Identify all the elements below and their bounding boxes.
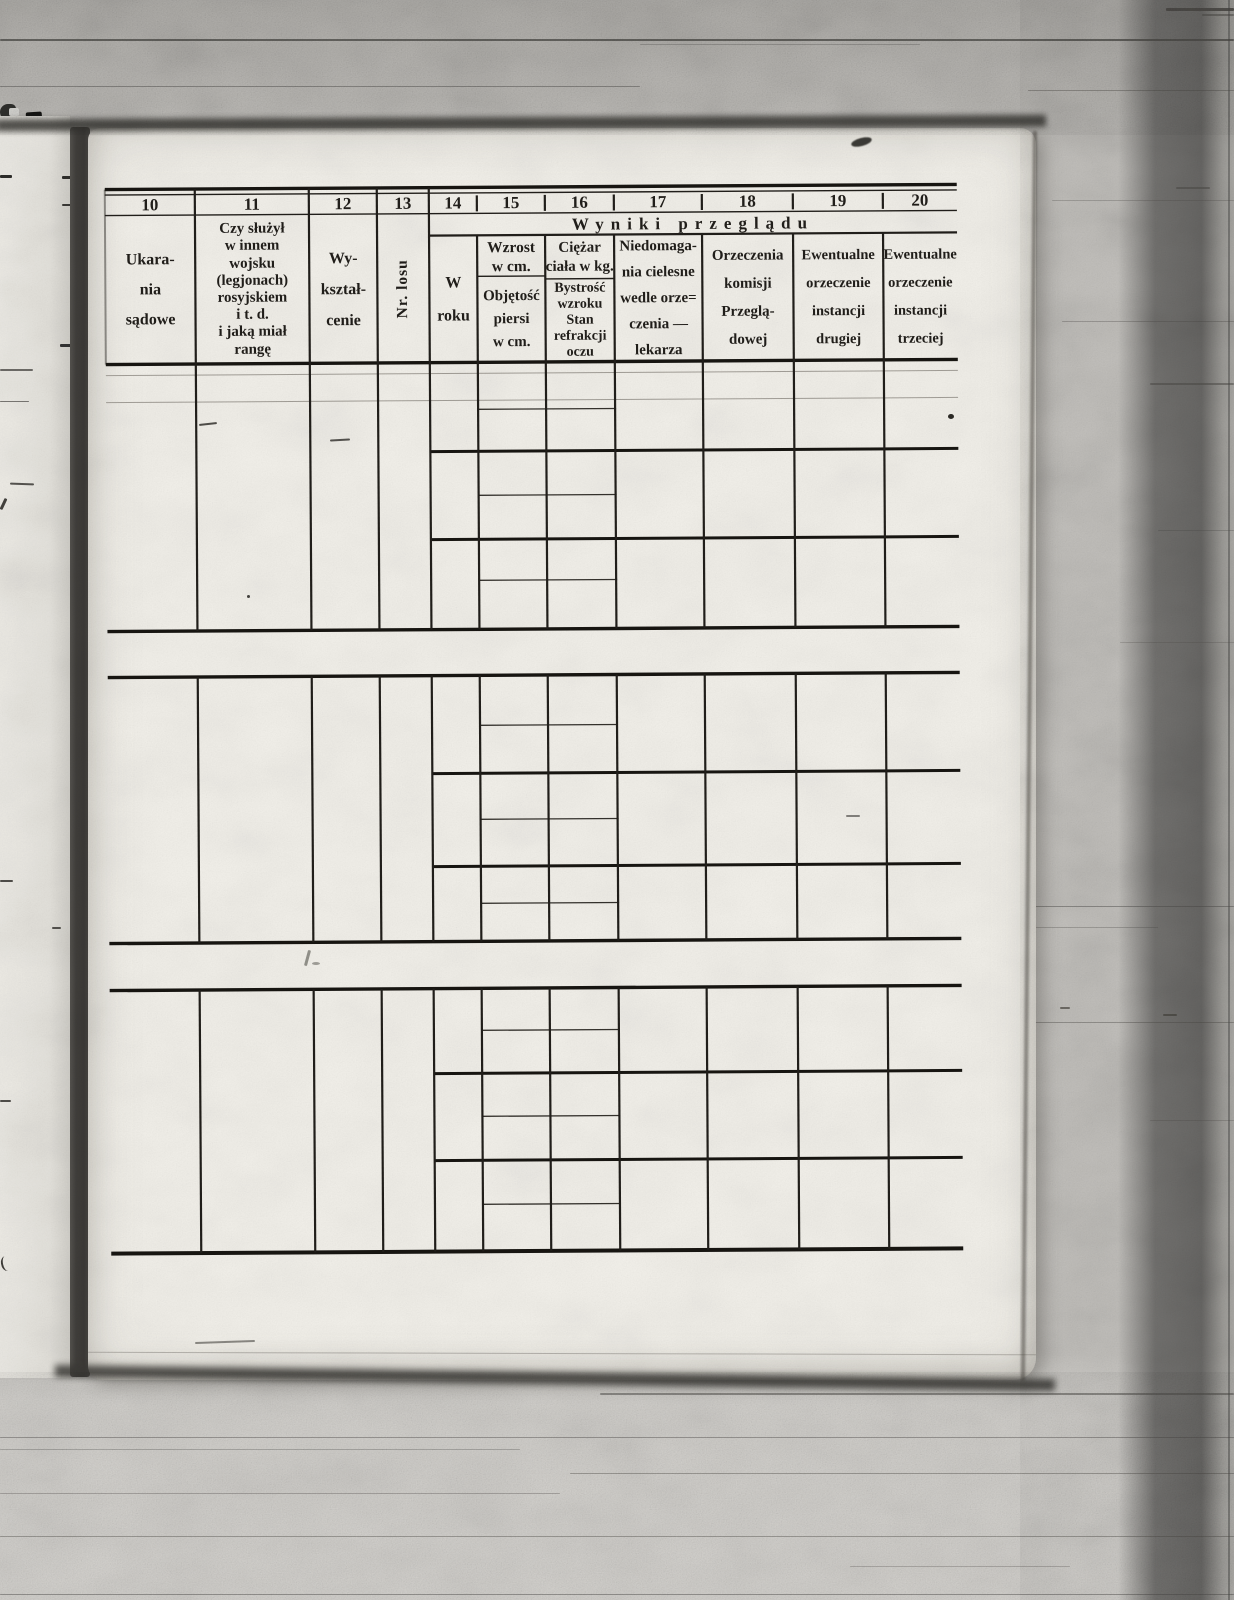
margin-mark [52, 927, 61, 929]
col-18-number: 18 [738, 191, 756, 211]
scratch-line [850, 1566, 1070, 1567]
col-12-header: Wy- kształ- cenie [320, 249, 367, 329]
page-scratch [88, 1351, 1036, 1356]
margin-paren-mark [0, 1255, 14, 1272]
col-11-header: Czy służył w innem wojsku (legjonach) ro… [216, 220, 289, 358]
right-shadow-band [1118, 0, 1234, 1600]
col-10-header: Ukara- nia sądowe [125, 251, 176, 329]
scratch-line [1120, 642, 1234, 643]
col-17-header: Niedomaga- nia cielesne wedle orze= czen… [619, 237, 697, 359]
scratch-line [1018, 927, 1158, 928]
scratch-line [0, 1493, 560, 1494]
col-14-number: 14 [444, 192, 462, 213]
col-13-number: 13 [394, 193, 412, 213]
margin-mark [0, 401, 29, 403]
page-mark [194, 1339, 256, 1345]
register-table: 10 11 12 13 14 15 16 17 18 19 20 Wyniki … [103, 182, 964, 1256]
col-15-header-bottom: Objętość piersi w cm. [483, 287, 540, 350]
corner-notch [9, 108, 19, 116]
col-18-header: Orzeczenia komisji Przeglą- dowej [711, 247, 784, 348]
scratch-line [1062, 321, 1234, 322]
page: 10 11 12 13 14 15 16 17 18 19 20 Wyniki … [88, 128, 1036, 1380]
scratch-line [1202, 14, 1234, 16]
scratch-line [0, 1449, 520, 1450]
margin-mark [0, 175, 12, 178]
col-20-number: 20 [911, 190, 929, 210]
scratch-line [0, 39, 1234, 41]
scratch-line [0, 1536, 1234, 1538]
scratch-line [1150, 383, 1234, 385]
col-11-number: 11 [243, 194, 260, 214]
adjacent-page-edge [0, 116, 71, 1378]
col-13-header: Nr. losu [377, 216, 430, 362]
scratch-line [1176, 187, 1210, 190]
col-12-number: 12 [334, 193, 352, 213]
col-10-number: 10 [141, 194, 159, 214]
scratch-line [1052, 200, 1234, 201]
col-16-header-bottom: Bystrość wzroku Stan refrakcji oczu [553, 280, 607, 360]
scratch-line [600, 1393, 1234, 1395]
col-15-number: 15 [502, 192, 520, 212]
col-20-header: Ewentualne orzeczenie instancji trzeciej [883, 246, 957, 347]
margin-mark [9, 482, 35, 486]
scratch-line [1158, 530, 1234, 531]
table-banner: Wyniki przeglądu [571, 212, 815, 234]
col-19-number: 19 [829, 190, 847, 210]
col-13-header-label: Nr. losu [394, 259, 412, 319]
scratch-line [1166, 8, 1234, 11]
ruling-vertical-body [194, 359, 891, 1254]
scratch-line [570, 1473, 1234, 1475]
col-15-header-top: Wzrost w cm. [487, 238, 536, 275]
margin-mark [0, 369, 33, 371]
speck [1163, 1014, 1177, 1016]
col-16-header-top: Ciężar ciała w kg. [545, 239, 614, 275]
margin-mark [0, 880, 13, 882]
scratch-line [640, 44, 920, 45]
col-19-header: Ewentualne orzeczenie instancji drugiej [801, 246, 875, 348]
background-bottom-shade [0, 1355, 1234, 1600]
col-17-number: 17 [649, 191, 667, 211]
margin-mark [0, 497, 8, 511]
page-smudge [850, 135, 873, 149]
speck [1060, 1007, 1070, 1009]
col-14-header: W roku [437, 274, 470, 325]
book-spine [70, 127, 90, 1377]
right-edge-line [1228, 0, 1230, 1600]
margin-mark [0, 1100, 11, 1102]
col-16-number: 16 [570, 192, 588, 212]
scratch-line [1150, 1120, 1234, 1121]
